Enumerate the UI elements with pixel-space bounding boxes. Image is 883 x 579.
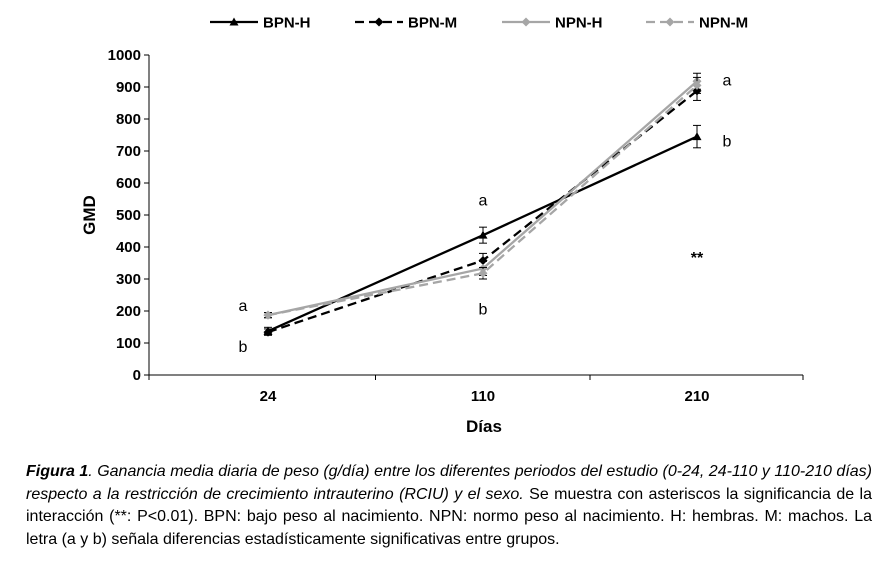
y-tick-label: 800 bbox=[116, 111, 141, 128]
bpn-m-point bbox=[263, 327, 273, 337]
y-tick-label: 600 bbox=[116, 175, 141, 192]
x-tick-label: 110 bbox=[471, 388, 495, 405]
y-tick-label: 1000 bbox=[108, 47, 141, 64]
y-tick-label: 0 bbox=[133, 367, 141, 384]
legend-npn-h-label: NPN-H bbox=[555, 15, 603, 32]
legend-bpn-m-label: BPN-M bbox=[408, 15, 457, 32]
legend-npn-m-label: NPN-M bbox=[699, 15, 748, 32]
x-axis-title: Días bbox=[466, 417, 502, 436]
group-letter-annotation: b bbox=[723, 133, 732, 150]
group-letter-annotation: b bbox=[239, 339, 248, 356]
npn-m-line bbox=[267, 84, 698, 317]
y-tick-label: 500 bbox=[116, 207, 141, 224]
caption-body-text: Se muestra con asteriscos la significanc… bbox=[26, 485, 873, 548]
y-axis-title: GMD bbox=[80, 195, 99, 235]
y-tick-label: 200 bbox=[116, 303, 141, 320]
caption-italic-text: . Ganancia media diaria de peso (g/día) … bbox=[26, 463, 872, 503]
legend-bpn-m-marker bbox=[374, 17, 384, 27]
bpn-m-point bbox=[478, 255, 488, 265]
legend-npn-m-marker bbox=[665, 17, 675, 27]
legend-bpn-h-label: BPN-H bbox=[263, 15, 311, 32]
figure-caption: Figura 1. Ganancia media diaria de peso … bbox=[26, 461, 872, 551]
x-tick-label: 210 bbox=[684, 388, 709, 405]
group-letter-annotation: a bbox=[479, 193, 488, 210]
caption-title: Figura 1 bbox=[26, 463, 89, 480]
group-letter-annotation: b bbox=[479, 301, 488, 318]
y-tick-label: 300 bbox=[116, 271, 141, 288]
legend-npn-h-marker bbox=[521, 17, 531, 27]
bpn-h-point bbox=[692, 132, 702, 141]
npn-m-point bbox=[692, 80, 702, 90]
line-chart: 0 100 200 300 400 500 600 700 800 900 1000 24 110 210… bbox=[80, 15, 804, 436]
y-tick-label: 900 bbox=[116, 79, 141, 96]
x-tick-label: 24 bbox=[260, 388, 277, 405]
group-letter-annotation: a bbox=[723, 73, 732, 90]
significance-annotation: ** bbox=[691, 250, 704, 267]
group-letter-annotation: a bbox=[239, 298, 248, 315]
y-tick-label: 100 bbox=[116, 335, 141, 352]
legend-bpn-h-marker bbox=[229, 17, 239, 26]
y-tick-label: 400 bbox=[116, 239, 141, 256]
npn-m-point bbox=[478, 268, 488, 278]
chart: 0 100 200 300 400 500 600 700 800 900 1000 24 110 210… bbox=[80, 15, 804, 436]
bpn-h-point bbox=[478, 230, 488, 239]
bpn-m-line bbox=[267, 89, 698, 334]
y-tick-label: 700 bbox=[116, 143, 141, 160]
npn-m-point bbox=[263, 310, 273, 320]
